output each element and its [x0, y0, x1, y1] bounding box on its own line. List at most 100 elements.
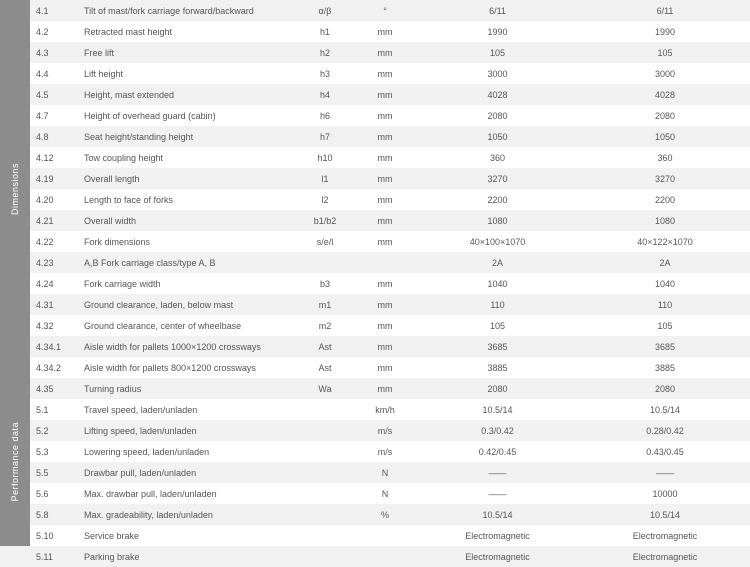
unit-cell: mm: [355, 126, 415, 147]
value2-cell: 4028: [580, 84, 750, 105]
value1-cell: 2200: [415, 189, 580, 210]
table-row: 5.5Drawbar pull, laden/unladenN————: [0, 462, 750, 483]
table-row: 4.34.2Aisle width for pallets 800×1200 c…: [0, 357, 750, 378]
value1-cell: 1990: [415, 21, 580, 42]
symbol-cell: h6: [295, 105, 355, 126]
table-row: 4.1Tilt of mast/fork carriage forward/ba…: [0, 0, 750, 21]
code-cell: 4.21: [30, 210, 80, 231]
value1-cell: ——: [415, 462, 580, 483]
value1-cell: Electromagnetic: [415, 546, 580, 567]
unit-cell: [355, 525, 415, 546]
desc-cell: Parking brake: [80, 546, 295, 567]
desc-cell: Free lift: [80, 42, 295, 63]
code-cell: 4.32: [30, 315, 80, 336]
desc-cell: Overall width: [80, 210, 295, 231]
desc-cell: Height, mast extended: [80, 84, 295, 105]
table-row: 4.24Fork carriage widthb3mm10401040: [0, 273, 750, 294]
unit-cell: mm: [355, 231, 415, 252]
value1-cell: 0.3/0.42: [415, 420, 580, 441]
unit-cell: mm: [355, 273, 415, 294]
value2-cell: 2200: [580, 189, 750, 210]
value2-cell: ——: [580, 462, 750, 483]
value2-cell: 2080: [580, 105, 750, 126]
value1-cell: 6/11: [415, 0, 580, 21]
code-cell: 4.24: [30, 273, 80, 294]
table-row: 4.35Turning radiusWamm20802080: [0, 378, 750, 399]
value2-cell: 3270: [580, 168, 750, 189]
value2-cell: 1050: [580, 126, 750, 147]
desc-cell: Lift height: [80, 63, 295, 84]
desc-cell: Fork dimensions: [80, 231, 295, 252]
table-row: 4.8Seat height/standing heighth7mm105010…: [0, 126, 750, 147]
value2-cell: 1040: [580, 273, 750, 294]
value1-cell: 40×100×1070: [415, 231, 580, 252]
unit-cell: mm: [355, 168, 415, 189]
desc-cell: Retracted mast height: [80, 21, 295, 42]
unit-cell: N: [355, 462, 415, 483]
desc-cell: Overall length: [80, 168, 295, 189]
value2-cell: Electromagnetic: [580, 525, 750, 546]
table-row: 4.22Fork dimensionss/e/lmm40×100×107040×…: [0, 231, 750, 252]
value2-cell: 3685: [580, 336, 750, 357]
symbol-cell: l1: [295, 168, 355, 189]
unit-cell: mm: [355, 336, 415, 357]
value1-cell: 1040: [415, 273, 580, 294]
spec-table: 4.1Tilt of mast/fork carriage forward/ba…: [0, 0, 750, 567]
symbol-cell: [295, 546, 355, 567]
table-row: 5.11Parking brakeElectromagneticElectrom…: [0, 546, 750, 567]
unit-cell: mm: [355, 294, 415, 315]
unit-cell: m/s: [355, 441, 415, 462]
value1-cell: 2080: [415, 105, 580, 126]
unit-cell: m/s: [355, 420, 415, 441]
code-cell: 4.2: [30, 21, 80, 42]
symbol-cell: h4: [295, 84, 355, 105]
value2-cell: 1990: [580, 21, 750, 42]
value1-cell: Electromagnetic: [415, 525, 580, 546]
desc-cell: Fork carriage width: [80, 273, 295, 294]
desc-cell: Aisle width for pallets 800×1200 crosswa…: [80, 357, 295, 378]
table-row: 5.10Service brakeElectromagneticElectrom…: [0, 525, 750, 546]
desc-cell: Tilt of mast/fork carriage forward/backw…: [80, 0, 295, 21]
code-cell: 4.23: [30, 252, 80, 273]
code-cell: 4.34.2: [30, 357, 80, 378]
unit-cell: km/h: [355, 399, 415, 420]
symbol-cell: [295, 441, 355, 462]
value2-cell: 10000: [580, 483, 750, 504]
code-cell: 4.20: [30, 189, 80, 210]
value2-cell: 3000: [580, 63, 750, 84]
unit-cell: N: [355, 483, 415, 504]
symbol-cell: Ast: [295, 336, 355, 357]
value1-cell: 4028: [415, 84, 580, 105]
value2-cell: 2A: [580, 252, 750, 273]
symbol-cell: b1/b2: [295, 210, 355, 231]
value1-cell: 105: [415, 42, 580, 63]
code-cell: 4.12: [30, 147, 80, 168]
unit-cell: [355, 546, 415, 567]
table-row: 4.3Free lifth2mm105105: [0, 42, 750, 63]
symbol-cell: s/e/l: [295, 231, 355, 252]
table-row: 4.5Height, mast extendedh4mm40284028: [0, 84, 750, 105]
unit-cell: mm: [355, 42, 415, 63]
code-cell: 5.8: [30, 504, 80, 525]
code-cell: 4.31: [30, 294, 80, 315]
code-cell: 4.22: [30, 231, 80, 252]
symbol-cell: [295, 462, 355, 483]
table-row: 4.12Tow coupling heighth10mm360360: [0, 147, 750, 168]
value1-cell: 10.5/14: [415, 504, 580, 525]
code-cell: 5.3: [30, 441, 80, 462]
code-cell: 4.35: [30, 378, 80, 399]
value1-cell: 3270: [415, 168, 580, 189]
table-row: 4.31Ground clearance, laden, below mast m…: [0, 294, 750, 315]
value1-cell: 3885: [415, 357, 580, 378]
desc-cell: Length to face of forks: [80, 189, 295, 210]
code-cell: 4.34.1: [30, 336, 80, 357]
section-label: Dimensions: [0, 0, 30, 378]
code-cell: 5.10: [30, 525, 80, 546]
desc-cell: Ground clearance, laden, below mast: [80, 294, 295, 315]
table-row: 4.23A,B Fork carriage class/type A, B2A2…: [0, 252, 750, 273]
value2-cell: 110: [580, 294, 750, 315]
value1-cell: 110: [415, 294, 580, 315]
value1-cell: 10.5/14: [415, 399, 580, 420]
value1-cell: 2080: [415, 378, 580, 399]
table-row: 5.6Max. drawbar pull, laden/unladenN——10…: [0, 483, 750, 504]
